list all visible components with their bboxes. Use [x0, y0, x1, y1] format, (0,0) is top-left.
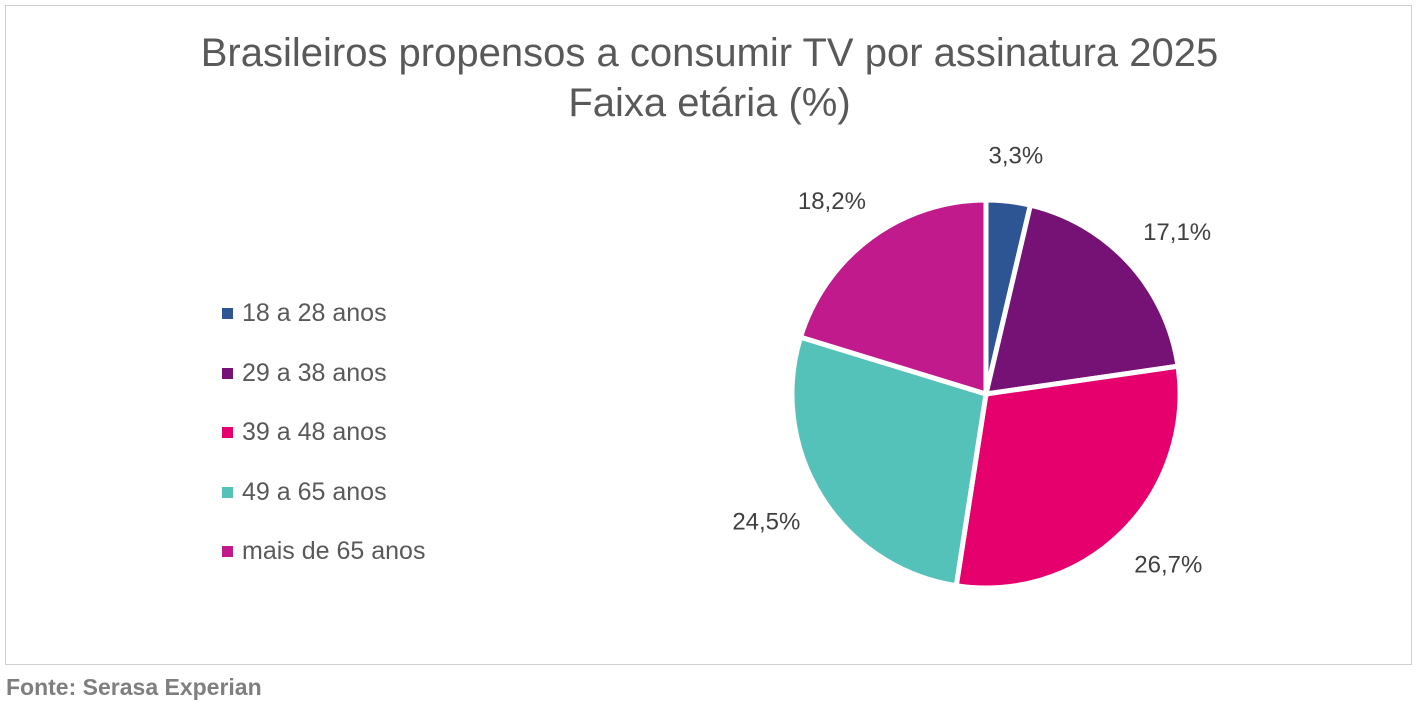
data-label: 26,7% — [1134, 552, 1202, 579]
pie-slice — [953, 363, 1183, 591]
legend-item: mais de 65 anos — [222, 522, 425, 582]
legend-swatch — [222, 308, 233, 320]
legend-label: 18 a 28 anos — [242, 299, 387, 328]
legend-label: mais de 65 anos — [242, 537, 426, 566]
legend-swatch — [222, 427, 233, 439]
legend-label: 49 a 65 anos — [242, 477, 387, 506]
chart-title: Brasileiros propensos a consumir TV por … — [0, 28, 1419, 128]
legend-item: 18 a 28 anos — [222, 284, 425, 344]
data-label: 18,2% — [798, 188, 866, 215]
source-note: Fonte: Serasa Experian — [6, 674, 262, 700]
legend-swatch — [222, 486, 233, 498]
legend-item: 39 a 48 anos — [222, 403, 425, 463]
pie-slice — [982, 202, 1181, 397]
legend-item: 49 a 65 anos — [222, 463, 425, 523]
data-label: 3,3% — [989, 143, 1044, 170]
legend: 18 a 28 anos 29 a 38 anos 39 a 48 anos 49 a… — [222, 284, 425, 582]
subtitle-line: Faixa etária (%) — [568, 81, 851, 125]
legend-swatch — [222, 367, 233, 379]
pie-slice — [797, 197, 989, 398]
legend-swatch — [222, 546, 233, 558]
data-label: 24,5% — [732, 508, 800, 535]
legend-label: 29 a 38 anos — [242, 358, 387, 387]
data-label: 17,1% — [1143, 219, 1211, 246]
chart-frame — [5, 5, 1412, 665]
legend-label: 39 a 48 anos — [242, 418, 387, 447]
legend-item: 29 a 38 anos — [222, 344, 425, 404]
pie-slice — [789, 334, 989, 589]
title-line: Brasileiros propensos a consumir TV por … — [200, 31, 1219, 75]
